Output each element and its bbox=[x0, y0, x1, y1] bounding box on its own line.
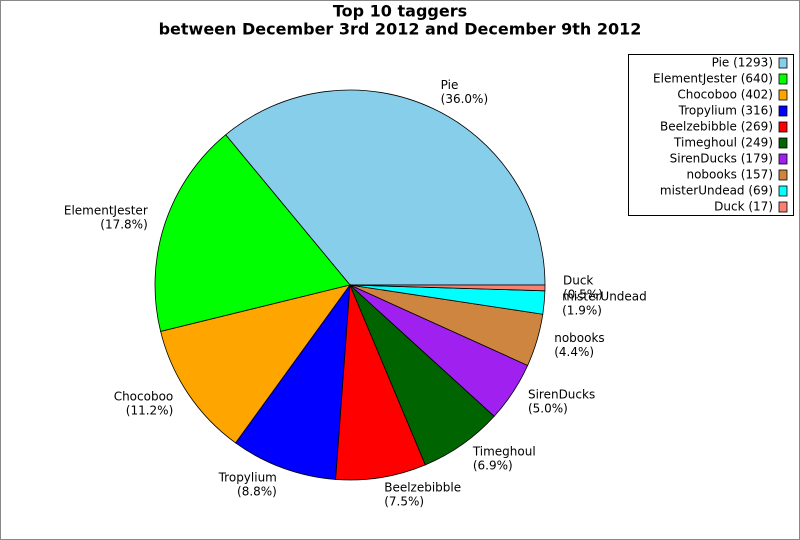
slice-percent: (4.4%) bbox=[554, 345, 594, 359]
legend-label: Chocoboo (402) bbox=[677, 88, 773, 102]
pie-slice bbox=[154, 134, 351, 332]
legend-swatch bbox=[778, 105, 788, 117]
slice-percent: (17.8%) bbox=[100, 218, 147, 232]
slice-label: nobooks bbox=[554, 331, 604, 345]
legend-swatch bbox=[778, 137, 788, 149]
chart-title: Top 10 taggers bbox=[333, 2, 467, 21]
legend-swatch bbox=[778, 89, 788, 101]
slice-percent: (5.0%) bbox=[528, 402, 568, 416]
pie-slice bbox=[349, 284, 546, 292]
slice-label: Pie bbox=[441, 78, 459, 92]
legend-label: Duck (17) bbox=[714, 200, 773, 214]
pie-slice bbox=[235, 283, 351, 480]
legend-swatch bbox=[778, 201, 788, 213]
legend-label: misterUndead (69) bbox=[660, 184, 773, 198]
legend-label: Tropylium (316) bbox=[678, 104, 773, 118]
legend-swatch bbox=[778, 73, 788, 85]
legend-label: Beelzebibble (269) bbox=[660, 120, 773, 134]
legend-label: SirenDucks (179) bbox=[670, 152, 773, 166]
slice-percent: (11.2%) bbox=[126, 403, 173, 417]
slice-label: Duck bbox=[563, 274, 593, 288]
slice-percent: (1.9%) bbox=[562, 304, 602, 318]
legend-swatch bbox=[778, 57, 788, 69]
legend-swatch bbox=[778, 153, 788, 165]
legend-swatch bbox=[778, 121, 788, 133]
slice-label: SirenDucks bbox=[528, 388, 595, 402]
slice-label: Tropylium bbox=[218, 471, 277, 485]
slice-label: misterUndead bbox=[562, 290, 647, 304]
slice-percent: (36.0%) bbox=[441, 92, 488, 106]
slice-percent: (8.8%) bbox=[237, 485, 277, 499]
slice-label: Beelzebibble bbox=[384, 481, 461, 495]
slice-percent: (0.5%) bbox=[563, 288, 603, 302]
legend-label: Pie (1293) bbox=[712, 56, 773, 70]
legend-swatch bbox=[778, 185, 788, 197]
pie-slice bbox=[160, 284, 351, 444]
slice-label: Chocoboo bbox=[114, 389, 174, 403]
slice-percent: (6.9%) bbox=[473, 459, 513, 473]
slice-percent: (7.5%) bbox=[384, 495, 424, 509]
legend-label: nobooks (157) bbox=[686, 168, 773, 182]
slice-label: ElementJester bbox=[64, 204, 148, 218]
legend-box bbox=[628, 54, 794, 216]
pie-slice bbox=[225, 89, 546, 286]
legend-label: ElementJester (640) bbox=[653, 72, 773, 86]
slice-label: Timeghoul bbox=[472, 445, 536, 459]
chart-subtitle: between December 3rd 2012 and December 9… bbox=[159, 20, 642, 39]
legend-swatch bbox=[778, 169, 788, 181]
legend-label: Timeghoul (249) bbox=[673, 136, 773, 150]
